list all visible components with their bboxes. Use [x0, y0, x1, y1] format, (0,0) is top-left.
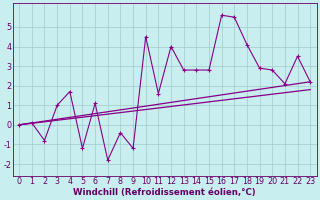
X-axis label: Windchill (Refroidissement éolien,°C): Windchill (Refroidissement éolien,°C): [73, 188, 256, 197]
